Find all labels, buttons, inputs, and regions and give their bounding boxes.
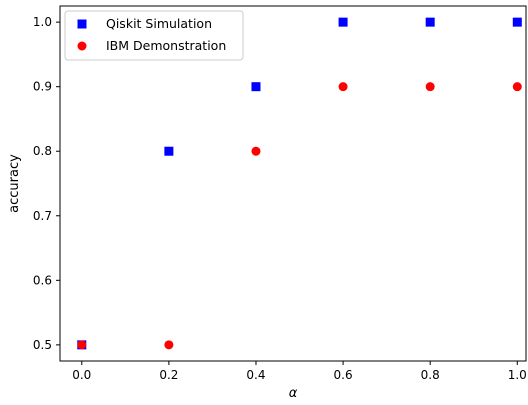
- point-ibm-demonstration: [513, 82, 522, 91]
- x-tick-label: 0.4: [246, 368, 265, 382]
- x-tick-label: 1.0: [508, 368, 527, 382]
- point-ibm-demonstration: [426, 82, 435, 91]
- y-tick-label: 0.9: [33, 80, 52, 94]
- legend: Qiskit Simulation IBM Demonstration: [65, 11, 243, 60]
- x-tick-label: 0.8: [421, 368, 440, 382]
- legend-label-qiskit-simulation: Qiskit Simulation: [106, 16, 212, 31]
- y-axis-label: accuracy: [7, 154, 22, 213]
- legend-label-ibm-demonstration: IBM Demonstration: [106, 38, 226, 53]
- y-tick-label: 0.6: [33, 273, 52, 287]
- point-qiskit-simulation: [339, 18, 348, 27]
- point-qiskit-simulation: [513, 18, 522, 27]
- point-ibm-demonstration: [251, 147, 260, 156]
- point-ibm-demonstration: [339, 82, 348, 91]
- legend-marker-ibm-demonstration: [78, 42, 87, 51]
- x-tick-label: 0.0: [72, 368, 91, 382]
- y-tick-label: 1.0: [33, 15, 52, 29]
- y-tick-label: 0.5: [33, 338, 52, 352]
- x-axis-label: α: [289, 386, 298, 401]
- data-points: [77, 18, 522, 350]
- x-tick-label: 0.2: [159, 368, 178, 382]
- point-ibm-demonstration: [164, 340, 173, 349]
- legend-marker-qiskit-simulation: [78, 20, 87, 29]
- y-axis-ticks: 0.5 0.6 0.7 0.8 0.9 1.0: [33, 15, 60, 352]
- point-qiskit-simulation: [251, 82, 260, 91]
- point-qiskit-simulation: [164, 147, 173, 156]
- y-tick-label: 0.7: [33, 209, 52, 223]
- y-tick-label: 0.8: [33, 144, 52, 158]
- point-ibm-demonstration: [77, 340, 86, 349]
- point-qiskit-simulation: [426, 18, 435, 27]
- x-tick-label: 0.6: [334, 368, 353, 382]
- x-axis-ticks: 0.0 0.2 0.4 0.6 0.8 1.0: [72, 361, 527, 382]
